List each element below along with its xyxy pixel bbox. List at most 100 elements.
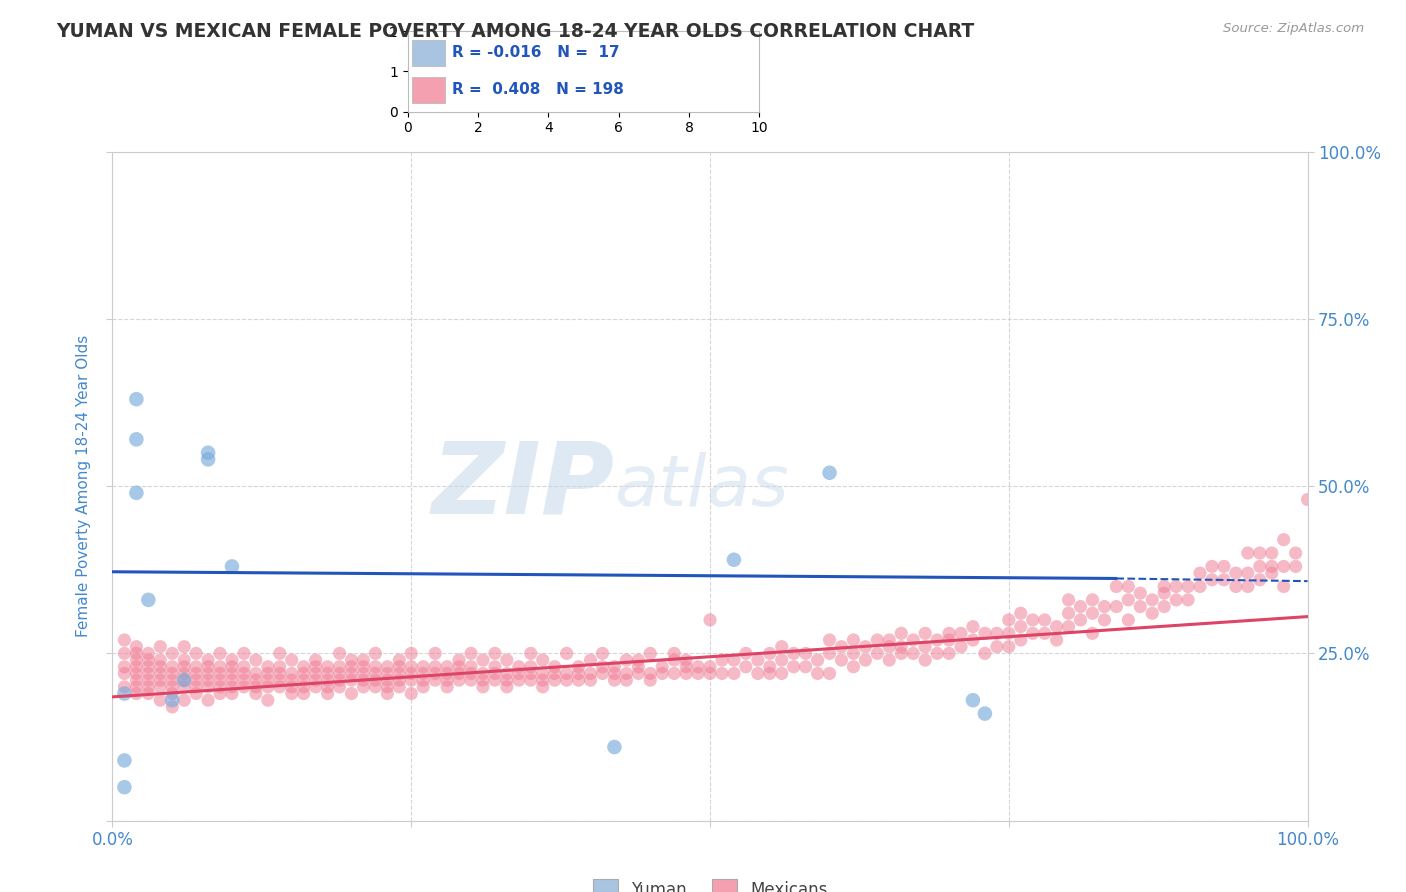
Point (292, 666, 315, 681)
Point (770, 653, 793, 667)
Point (364, 673, 387, 688)
Point (1237, 546, 1260, 560)
Point (903, 633, 925, 648)
Point (125, 646, 148, 660)
Point (352, 666, 374, 681)
Point (125, 680, 148, 694)
Point (173, 693, 195, 707)
Point (186, 673, 208, 688)
Point (197, 666, 219, 681)
Point (125, 666, 148, 681)
Point (508, 660, 530, 674)
Point (603, 673, 626, 688)
Point (472, 653, 495, 667)
Point (125, 433, 148, 447)
FancyBboxPatch shape (412, 39, 446, 66)
Point (675, 653, 697, 667)
Point (807, 666, 830, 681)
Point (664, 666, 686, 681)
Point (114, 780, 135, 794)
Point (208, 646, 231, 660)
Point (197, 445, 219, 460)
Point (269, 660, 291, 674)
Point (1021, 626, 1043, 640)
Point (472, 680, 495, 694)
Point (125, 687, 148, 701)
Point (1105, 580, 1128, 594)
Point (401, 646, 423, 660)
Point (401, 673, 423, 688)
Point (508, 666, 530, 681)
Point (723, 653, 745, 667)
Point (149, 693, 172, 707)
Point (412, 660, 434, 674)
Point (1201, 573, 1223, 587)
Point (232, 673, 256, 688)
Point (149, 673, 172, 688)
Point (914, 626, 936, 640)
Point (484, 646, 506, 660)
Point (1249, 559, 1271, 574)
Point (877, 653, 900, 667)
Point (232, 660, 256, 674)
Point (1116, 592, 1139, 607)
Point (412, 680, 434, 694)
Point (1081, 592, 1104, 607)
Point (1237, 566, 1260, 581)
Point (340, 653, 363, 667)
Point (186, 687, 208, 701)
Point (281, 673, 304, 688)
Point (818, 466, 841, 480)
Point (555, 673, 578, 688)
Point (949, 640, 972, 654)
Point (221, 680, 243, 694)
Point (711, 666, 734, 681)
Point (173, 680, 195, 694)
Point (555, 666, 578, 681)
Point (686, 666, 709, 681)
Point (292, 687, 315, 701)
Point (186, 646, 208, 660)
Point (1140, 607, 1163, 621)
Point (316, 687, 339, 701)
Point (436, 680, 458, 694)
Point (591, 666, 613, 681)
Point (1272, 559, 1295, 574)
Point (807, 653, 830, 667)
Point (173, 673, 195, 688)
Point (1081, 626, 1104, 640)
Point (1045, 633, 1069, 648)
Point (125, 640, 148, 654)
Point (472, 666, 495, 681)
Point (484, 673, 506, 688)
Point (603, 660, 626, 674)
Point (149, 653, 172, 667)
Point (531, 673, 554, 688)
Point (1212, 559, 1236, 574)
Point (1092, 599, 1115, 614)
Point (162, 680, 183, 694)
Point (162, 666, 183, 681)
Point (782, 660, 804, 674)
Point (603, 666, 626, 681)
Point (723, 666, 745, 681)
Point (723, 552, 745, 567)
Point (759, 660, 782, 674)
Point (304, 653, 326, 667)
Point (567, 666, 591, 681)
Point (1057, 607, 1080, 621)
Point (1021, 613, 1043, 627)
Point (281, 653, 304, 667)
Point (914, 640, 936, 654)
Point (914, 653, 936, 667)
Point (938, 633, 960, 648)
Point (340, 666, 363, 681)
Point (543, 666, 565, 681)
Text: R =  0.408   N = 198: R = 0.408 N = 198 (451, 82, 623, 97)
Point (388, 653, 411, 667)
Point (1249, 546, 1271, 560)
Point (903, 646, 925, 660)
Point (842, 646, 865, 660)
Point (316, 680, 339, 694)
Point (388, 680, 411, 694)
